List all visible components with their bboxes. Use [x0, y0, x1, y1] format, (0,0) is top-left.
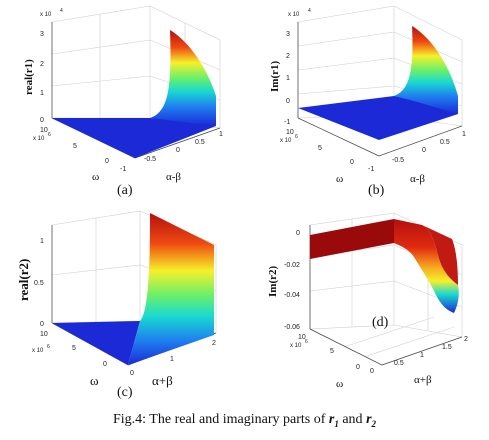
panel-d-xtick: 0 — [370, 368, 374, 375]
panel-c-ytick: 10 — [40, 331, 48, 338]
panel-b-xtick: 0.5 — [440, 139, 450, 146]
panel-a-plot: 3 2 1 0 x 10 4 real(r1) 10 x 10 6 5 0 ω … — [23, 5, 223, 183]
panel-c-yexp: x 10 — [32, 348, 44, 354]
panel-b-zlabel: Im(r1) — [269, 61, 281, 92]
panel-a: 3 2 1 0 x 10 4 real(r1) 10 x 10 6 5 0 ω … — [0, 0, 244, 200]
panel-b: 3 2 1 0 -1 x 10 4 Im(r1) 10 x 10 6 5 0 ω… — [244, 0, 488, 200]
panel-d-ylabel: ω — [336, 378, 343, 390]
panel-b-ztick: 3 — [286, 31, 290, 38]
panel-c-plot: 1 0.5 0 real(r2) 10 x 10 6 5 0 ω 0 1 2 α… — [16, 210, 217, 388]
panel-a-ztick: 0 — [40, 117, 44, 124]
panel-a-zexp: x 10 — [40, 12, 52, 18]
panel-c-ylabel: ω — [90, 373, 99, 388]
panel-c-yexp-power: 6 — [47, 344, 50, 350]
panel-d-ytick: 0 — [356, 364, 360, 371]
panel-d-ytick: 5 — [330, 348, 334, 355]
panel-b-ytick: 5 — [318, 145, 322, 152]
panel-d-ztick: -0.06 — [284, 324, 300, 331]
panel-a-label: (a) — [117, 183, 133, 198]
panel-c-xtick: 2 — [212, 340, 216, 347]
panel-a-xtick: -1 — [120, 166, 126, 173]
panel-b-xtick: 0 — [422, 147, 426, 154]
panel-a-ylabel: ω — [92, 171, 99, 183]
panel-b-ztick: 1 — [286, 75, 290, 82]
panel-c-label: (c) — [117, 385, 133, 400]
panel-c-surface — [128, 213, 214, 365]
panel-d-yexp: x 10 — [290, 343, 302, 349]
panel-a-zexp-power: 4 — [60, 8, 63, 14]
panel-d-xtick: 2 — [464, 336, 468, 343]
panel-a-surface-ridge — [150, 30, 216, 126]
panel-b-xtick: -0.5 — [392, 157, 404, 164]
panel-d-surface-flat — [310, 219, 394, 259]
panel-c-xtick: 1 — [170, 356, 174, 363]
panel-b-zexp-power: 4 — [308, 8, 311, 14]
panel-b-xtick: -1 — [368, 166, 374, 173]
panel-a-ztick: 3 — [40, 31, 44, 38]
panel-b-ztick: 0 — [286, 98, 290, 105]
panel-b-plot: 3 2 1 0 -1 x 10 4 Im(r1) 10 x 10 6 5 0 ω… — [269, 5, 466, 185]
panel-b-surface-ridge — [394, 26, 458, 114]
panel-b-ztick: 2 — [286, 53, 290, 60]
panel-b-ytick: 0 — [350, 159, 354, 166]
panel-c: 1 0.5 0 real(r2) 10 x 10 6 5 0 ω 0 1 2 α… — [0, 205, 244, 405]
panel-a-xtick: 1 — [219, 131, 223, 138]
panel-d-xtick: 1 — [420, 352, 424, 359]
panel-d-ztick: -0.02 — [284, 262, 300, 269]
panel-a-yexp: x 10 — [33, 136, 45, 142]
panel-a-xlabel: α-β — [166, 171, 181, 183]
panel-d: 0 -0.02 -0.04 -0.06 Im(r2) 10 x 10 6 5 0… — [244, 205, 488, 405]
panel-a-ytick: 5 — [73, 143, 77, 150]
panel-a-surface-floor — [52, 118, 216, 158]
panel-a-xtick: 0.5 — [195, 139, 205, 146]
panel-c-ytick: 5 — [72, 345, 76, 352]
caption-r2: r2 — [366, 412, 377, 429]
panel-b-zexp: x 10 — [288, 12, 300, 18]
panel-b-ylabel: ω — [336, 173, 343, 185]
panel-b-label: (b) — [368, 183, 385, 198]
panel-b-yexp-power: 6 — [295, 134, 298, 140]
panel-a-ztick: 2 — [40, 61, 44, 68]
panel-b-yexp: x 10 — [280, 138, 292, 144]
panel-d-xtick: 1.5 — [442, 344, 452, 351]
panel-a-ytick: 10 — [40, 127, 48, 134]
panel-a-yexp-power: 6 — [48, 132, 51, 138]
figure-caption: Fig.4: The real and imaginary parts of r… — [0, 412, 489, 429]
panel-b-ztick: -1 — [284, 119, 290, 126]
panel-a-xtick: 0 — [176, 147, 180, 154]
panel-c-xtick: 0 — [130, 370, 134, 377]
panel-a-ytick: 0 — [105, 158, 109, 165]
caption-join: and — [338, 412, 367, 427]
panel-c-ztick: 0 — [40, 321, 44, 328]
panel-d-xtick: 0.5 — [394, 360, 404, 367]
panel-d-ztick: 0 — [296, 230, 300, 237]
panel-d-yexp-power: 6 — [305, 339, 308, 345]
panel-d-surface-dip — [394, 219, 459, 313]
panel-c-ytick: 0 — [103, 361, 107, 368]
panel-d-xlabel: α+β — [414, 374, 432, 386]
panel-a-xtick: -0.5 — [144, 156, 156, 163]
panel-c-ztick: 1 — [40, 238, 44, 245]
panel-d-ztick: -0.04 — [284, 292, 300, 299]
caption-r1: r1 — [328, 412, 339, 429]
panel-d-zlabel: Im(r2) — [267, 266, 279, 297]
panel-c-zlabel: real(r2) — [16, 259, 31, 301]
panel-c-xlabel: α+β — [152, 373, 173, 388]
panel-d-ytick: 10 — [298, 334, 306, 341]
panel-c-ztick: 0.5 — [34, 280, 44, 287]
panel-d-plot: 0 -0.02 -0.04 -0.06 Im(r2) 10 x 10 6 5 0… — [267, 212, 468, 390]
panel-b-xlabel: α-β — [410, 173, 425, 185]
caption-prefix: Fig.4: The real and imaginary parts of — [112, 412, 329, 427]
panel-b-xtick: 1 — [462, 131, 466, 138]
panel-d-label: (d) — [372, 315, 389, 330]
panel-a-zlabel: real(r1) — [23, 59, 35, 95]
panel-b-ytick: 10 — [286, 129, 294, 136]
panel-a-ztick: 1 — [40, 90, 44, 97]
